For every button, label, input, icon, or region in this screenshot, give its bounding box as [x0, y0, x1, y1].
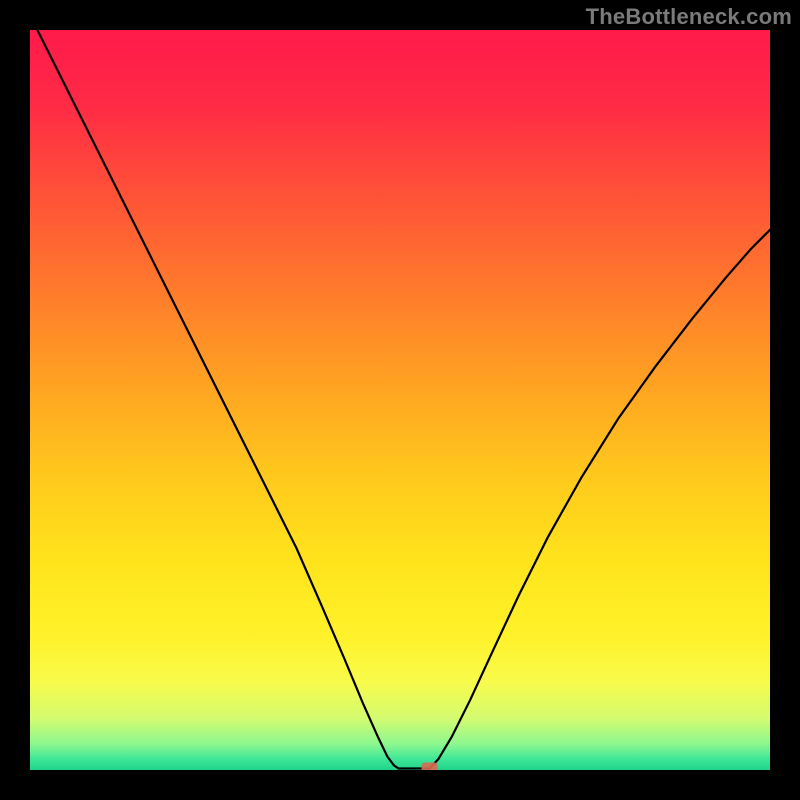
watermark-text: TheBottleneck.com — [586, 4, 792, 30]
bottleneck-chart — [0, 0, 800, 800]
plot-area — [30, 30, 770, 775]
gradient-background — [30, 30, 770, 770]
chart-container: TheBottleneck.com — [0, 0, 800, 800]
